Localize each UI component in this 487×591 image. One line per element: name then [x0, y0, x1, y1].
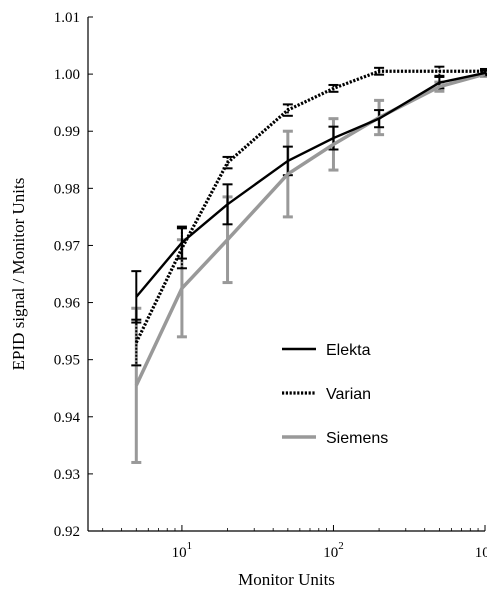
x-axis-title: Monitor Units	[238, 570, 335, 589]
series-line-siemens	[134, 72, 486, 387]
errorbar-varian	[282, 103, 293, 117]
errorbar-elekta	[131, 270, 142, 324]
y-tick-label: 0.95	[54, 353, 80, 369]
legend-label-siemens: Siemens	[326, 430, 388, 447]
series-line-elekta	[135, 71, 486, 298]
series-layer	[134, 69, 486, 387]
y-tick-label: 0.94	[54, 410, 81, 426]
y-tick-label: 0.96	[54, 296, 81, 312]
y-tick-label: 0.92	[54, 524, 80, 540]
y-tick-label: 1.00	[54, 67, 80, 83]
series-line-varian	[134, 69, 485, 344]
legend-label-varian: Varian	[326, 386, 371, 403]
x-tick-label: 103	[475, 540, 487, 561]
y-tick-label: 0.97	[54, 238, 81, 254]
y-tick-label: 0.93	[54, 467, 80, 483]
x-tick-label: 101	[172, 540, 193, 561]
y-tick-label: 0.98	[54, 181, 80, 197]
errorbar-varian	[374, 66, 385, 76]
y-tick-label: 0.99	[54, 124, 80, 140]
legend-label-elekta: Elekta	[326, 342, 371, 359]
errorbar-varian	[328, 83, 339, 93]
x-tick-label: 102	[323, 540, 344, 561]
legend: Elekta Varian Siemens	[282, 342, 388, 447]
y-tick-label: 1.01	[54, 10, 80, 26]
axes-layer: 0.92 0.93 0.94 0.95 0.96 0.97 0.98 0.99 1.00 1.01…	[54, 10, 487, 561]
errorbar-layer	[131, 65, 487, 464]
y-axis-title: EPID signal / Monitor Units	[9, 178, 28, 371]
